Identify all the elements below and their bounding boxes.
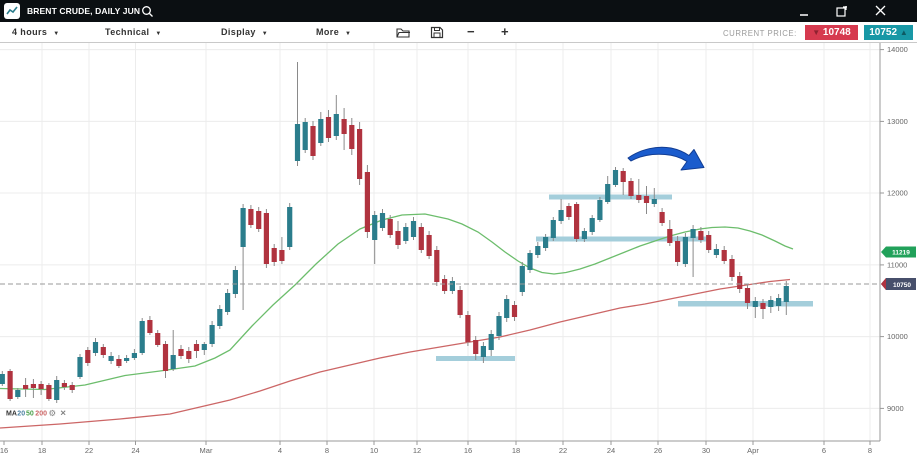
- svg-text:9000: 9000: [887, 404, 904, 413]
- svg-text:30: 30: [702, 446, 710, 455]
- svg-text:11000: 11000: [887, 260, 907, 269]
- svg-text:13000: 13000: [887, 117, 908, 126]
- svg-text:18: 18: [512, 446, 520, 455]
- svg-text:10750: 10750: [893, 282, 911, 289]
- svg-text:4: 4: [278, 446, 282, 455]
- svg-text:22: 22: [85, 446, 93, 455]
- svg-text:Mar: Mar: [200, 446, 213, 455]
- svg-text:16: 16: [464, 446, 472, 455]
- svg-text:8: 8: [868, 446, 872, 455]
- svg-text:⚙: ⚙: [49, 408, 57, 418]
- svg-text:12000: 12000: [887, 189, 908, 198]
- svg-text:24: 24: [131, 446, 139, 455]
- svg-text:20: 20: [17, 411, 25, 418]
- svg-text:11219: 11219: [892, 250, 910, 257]
- svg-text:18: 18: [38, 446, 46, 455]
- svg-text:22: 22: [559, 446, 567, 455]
- svg-text:26: 26: [654, 446, 662, 455]
- svg-text:12: 12: [413, 446, 421, 455]
- svg-text:Apr: Apr: [747, 446, 759, 455]
- svg-text:10000: 10000: [887, 332, 908, 341]
- svg-text:✕: ✕: [60, 409, 66, 418]
- svg-text:14000: 14000: [887, 45, 908, 54]
- svg-text:6: 6: [822, 446, 826, 455]
- svg-text:16: 16: [0, 446, 8, 455]
- svg-text:MA: MA: [6, 411, 17, 418]
- svg-text:24: 24: [607, 446, 615, 455]
- svg-text:50: 50: [26, 411, 34, 418]
- svg-text:8: 8: [325, 446, 329, 455]
- svg-text:200: 200: [35, 411, 47, 418]
- svg-text:10: 10: [370, 446, 378, 455]
